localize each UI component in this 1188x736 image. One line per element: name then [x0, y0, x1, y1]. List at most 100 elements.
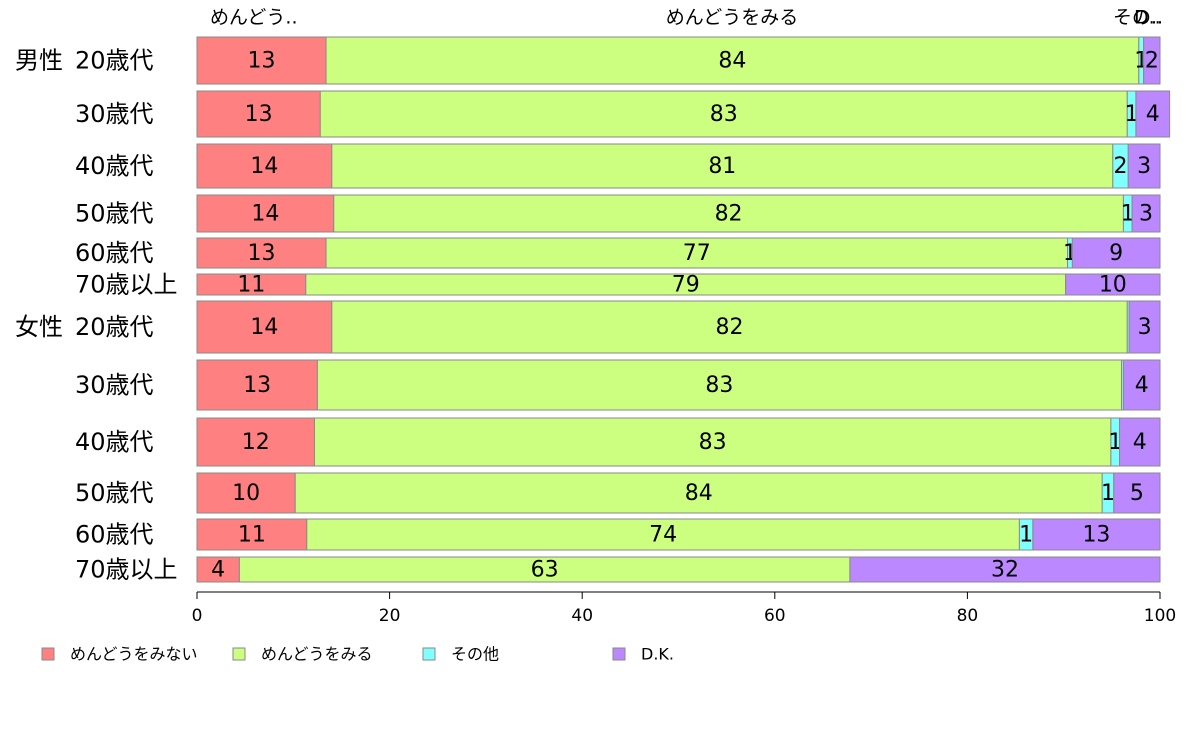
- data-label: 2: [1114, 154, 1128, 179]
- data-label: 82: [715, 202, 743, 227]
- data-label: 82: [716, 315, 744, 340]
- data-label: 83: [710, 102, 738, 127]
- data-label: 10: [1099, 273, 1127, 298]
- bar-segment: [1127, 143, 1161, 189]
- data-label: 13: [1082, 523, 1110, 548]
- data-label: 3: [1139, 202, 1153, 227]
- data-label: 83: [705, 373, 733, 398]
- data-label: 1: [1101, 481, 1115, 506]
- data-label: 10: [232, 481, 260, 506]
- data-label: 3: [1138, 315, 1152, 340]
- bar-segment: [1135, 90, 1171, 138]
- x-tick-label: 60: [764, 606, 786, 626]
- bar-segment: [331, 143, 1114, 189]
- legend: めんどうをみない めんどうをみる その他 D.K.: [41, 645, 674, 664]
- bar-row: 13 83 4: [196, 359, 1161, 411]
- category-label: 30歳代: [75, 100, 154, 128]
- data-label: 2: [1145, 49, 1159, 74]
- bar-segment: [306, 518, 1020, 551]
- data-label: 3: [1137, 154, 1151, 179]
- category-label: 60歳代: [75, 239, 154, 267]
- bar-segment: [196, 36, 327, 85]
- bar-segment: [196, 300, 333, 354]
- bar-segment: [196, 417, 315, 467]
- data-label: 11: [238, 523, 266, 548]
- bar-segment: [1122, 359, 1161, 411]
- data-label: 9: [1109, 241, 1123, 266]
- data-label: 4: [1135, 373, 1149, 398]
- bar-row: 11 79 10: [196, 273, 1161, 298]
- legend-swatch: [612, 647, 626, 661]
- bar-segment: [196, 359, 318, 411]
- data-label: 14: [250, 154, 278, 179]
- legend-swatch: [41, 647, 55, 661]
- data-label: 79: [672, 273, 700, 298]
- bar-row: 14 81 2 3: [196, 143, 1161, 189]
- legend-label: D.K.: [641, 645, 674, 664]
- bar-row: 14 82 1 3: [196, 194, 1161, 233]
- bar-segment: [1128, 300, 1161, 354]
- legend-label: その他: [451, 645, 499, 664]
- x-tick-label: 80: [957, 606, 979, 626]
- x-tick-label: 20: [379, 606, 401, 626]
- data-label: 32: [991, 558, 1019, 583]
- x-tick-label: 40: [571, 606, 593, 626]
- data-label: 14: [250, 315, 278, 340]
- legend-label: めんどうをみない: [70, 645, 198, 664]
- bar-segment: [1032, 518, 1161, 551]
- bar-segment: [325, 36, 1140, 85]
- data-label: 1: [1125, 102, 1139, 127]
- bar-segment: [1065, 273, 1161, 296]
- bar-segment: [1143, 36, 1161, 85]
- bar-segment: [1131, 194, 1161, 233]
- bar-segment: [331, 300, 1128, 354]
- bar-segment: [1113, 472, 1161, 514]
- legend-label: めんどうをみる: [261, 645, 373, 664]
- data-label: 4: [1146, 102, 1160, 127]
- data-label: 1: [1108, 430, 1122, 455]
- data-label: 4: [1133, 430, 1147, 455]
- bar-row: 13 84 12: [196, 36, 1161, 85]
- bar-segment: [238, 556, 851, 583]
- category-label: 30歳代: [75, 371, 154, 399]
- bar-row: 10 84 1 5: [196, 472, 1161, 514]
- bar-segment: [333, 194, 1124, 233]
- category-label: 60歳代: [75, 521, 154, 549]
- column-label: その..: [1113, 7, 1163, 29]
- group-label: 男性: [15, 47, 63, 75]
- bar-segment: [325, 237, 1069, 269]
- column-label: D..: [1134, 7, 1161, 29]
- x-tick-label: 100: [1144, 606, 1176, 626]
- category-label: 70歳以上: [75, 556, 178, 584]
- column-label: めんどうをみる: [666, 7, 798, 29]
- legend-swatch: [422, 647, 436, 661]
- data-label: 13: [248, 49, 276, 74]
- data-label: 77: [683, 241, 711, 266]
- data-label: 1: [1121, 202, 1135, 227]
- category-label: 20歳代: [75, 47, 154, 75]
- data-label: 63: [531, 558, 559, 583]
- data-label: 12: [242, 430, 270, 455]
- data-label: 4: [211, 558, 225, 583]
- bar-row: 12 83 1 4: [196, 417, 1161, 467]
- bar-segment: [196, 237, 327, 269]
- data-label: 1: [1019, 523, 1033, 548]
- data-label: 5: [1130, 481, 1144, 506]
- x-tick-label: 0: [192, 606, 203, 626]
- bar-row: 13 83 1 4: [196, 90, 1171, 138]
- bar-segment: [196, 472, 296, 514]
- column-label: めんどう..: [210, 7, 298, 29]
- bar-segment: [1071, 237, 1161, 269]
- data-label: 81: [708, 154, 736, 179]
- data-label: 84: [718, 49, 746, 74]
- group-label: 女性: [15, 313, 63, 341]
- category-label: 50歳代: [75, 479, 154, 507]
- category-label: 70歳以上: [75, 271, 178, 299]
- bar-segment: [294, 472, 1103, 514]
- x-axis: 0 20 40 60 80 100: [192, 591, 1176, 626]
- bar-row: 4 63 32: [196, 556, 1161, 583]
- data-label: 74: [649, 523, 677, 548]
- bar-segment: [196, 556, 240, 583]
